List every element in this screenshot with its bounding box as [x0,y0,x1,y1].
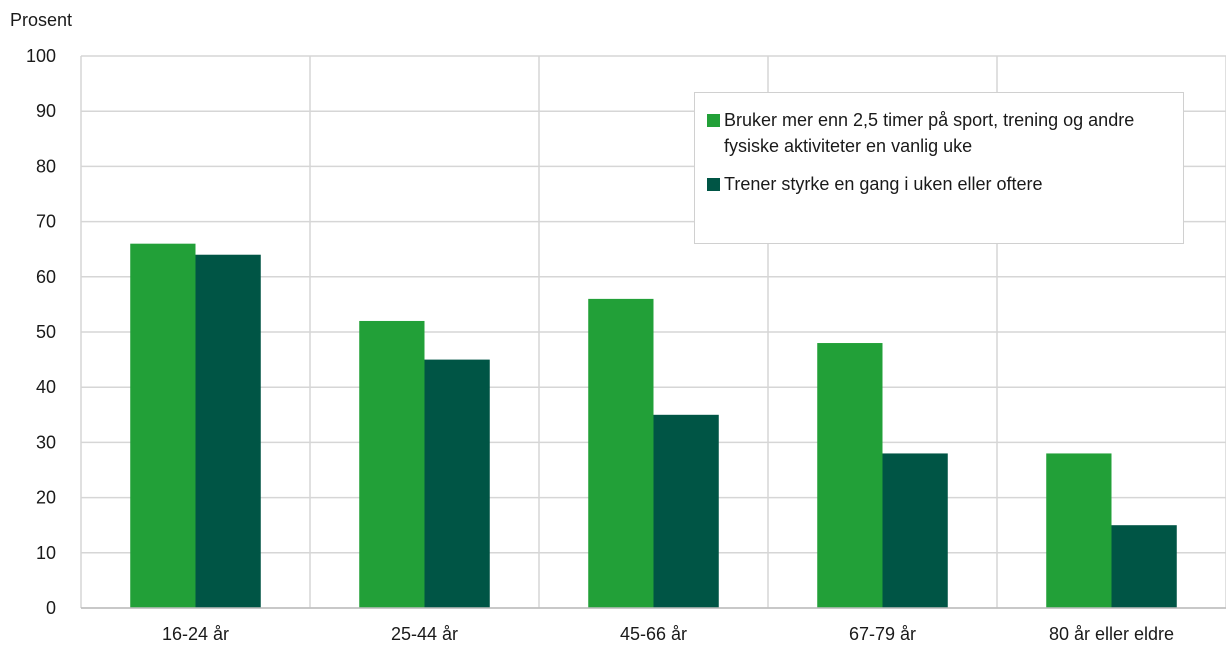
x-tick-label: 16-24 år [162,624,229,644]
legend-swatch-series-2 [707,178,720,191]
x-tick-label: 45-66 år [620,624,687,644]
bar-series-2-4 [1111,525,1177,608]
bar-series-2-3 [882,453,948,608]
y-tick-label: 80 [36,156,56,176]
legend-item-series-1: Bruker mer enn 2,5 timer på sport, treni… [707,107,1173,159]
bar-series-2-2 [653,414,719,608]
y-tick-label: 30 [36,432,56,452]
bar-series-1-2 [588,298,654,608]
y-tick-label: 10 [36,543,56,563]
x-tick-label: 67-79 år [849,624,916,644]
x-tick-label: 25-44 år [391,624,458,644]
legend-swatch-series-1 [707,114,720,127]
bar-series-1-4 [1046,453,1112,608]
bar-series-2-0 [195,254,261,608]
legend-item-series-2: Trener styrke en gang i uken eller ofter… [707,171,1173,197]
bar-series-1-3 [817,343,883,608]
y-tick-label: 50 [36,322,56,342]
y-tick-label: 40 [36,377,56,397]
y-tick-label: 70 [36,212,56,232]
legend-label-series-2: Trener styrke en gang i uken eller ofter… [724,174,1043,194]
x-tick-label: 80 år eller eldre [1049,624,1174,644]
y-tick-label: 20 [36,488,56,508]
legend-label-series-1: Bruker mer enn 2,5 timer på sport, treni… [724,110,1135,156]
bar-series-2-1 [424,359,490,608]
bar-series-1-0 [130,243,196,608]
y-axis-label: Prosent [10,10,73,30]
y-tick-label: 100 [26,46,56,66]
y-tick-label: 60 [36,267,56,287]
bar-series-1-1 [359,320,425,608]
y-tick-label: 0 [46,598,56,618]
legend: Bruker mer enn 2,5 timer på sport, treni… [694,92,1184,244]
y-tick-label: 90 [36,101,56,121]
